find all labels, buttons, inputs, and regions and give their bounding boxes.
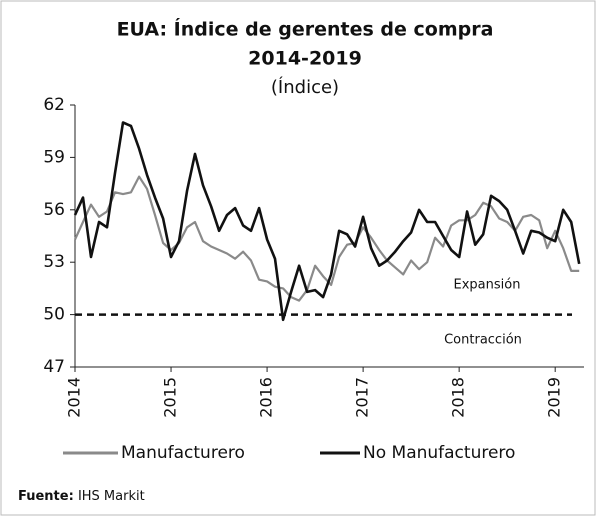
y-tick-label: 62 <box>43 95 65 115</box>
source: Fuente: IHS Markit <box>18 489 145 504</box>
y-tick-label: 59 <box>43 147 65 167</box>
chart-title: EUA: Índice de gerentes de compra <box>117 18 494 41</box>
x-tick-label: 2015 <box>161 377 180 418</box>
y-tick-label: 56 <box>43 200 65 220</box>
y-tick-label: 53 <box>43 252 65 272</box>
x-tick-label: 2014 <box>65 377 84 418</box>
legend-label: No Manufacturero <box>363 443 515 463</box>
series-line <box>73 121 581 322</box>
x-tick-label: 2016 <box>257 377 276 418</box>
x-tick-label: 2019 <box>545 377 564 418</box>
annotation: Expansión <box>454 278 521 293</box>
source-label: Fuente: <box>18 489 74 504</box>
x-tick-label: 2017 <box>353 377 372 418</box>
legend-label: Manufacturero <box>121 443 245 463</box>
chart-subtitle: 2014-2019 <box>248 48 362 70</box>
source-text: IHS Markit <box>78 489 145 504</box>
y-tick-label: 47 <box>43 357 65 377</box>
annotation: Contracción <box>444 333 522 348</box>
unit-label: (Índice) <box>271 76 339 98</box>
y-tick-label: 50 <box>43 305 65 325</box>
series-line <box>73 175 580 302</box>
x-tick-label: 2018 <box>449 377 468 418</box>
